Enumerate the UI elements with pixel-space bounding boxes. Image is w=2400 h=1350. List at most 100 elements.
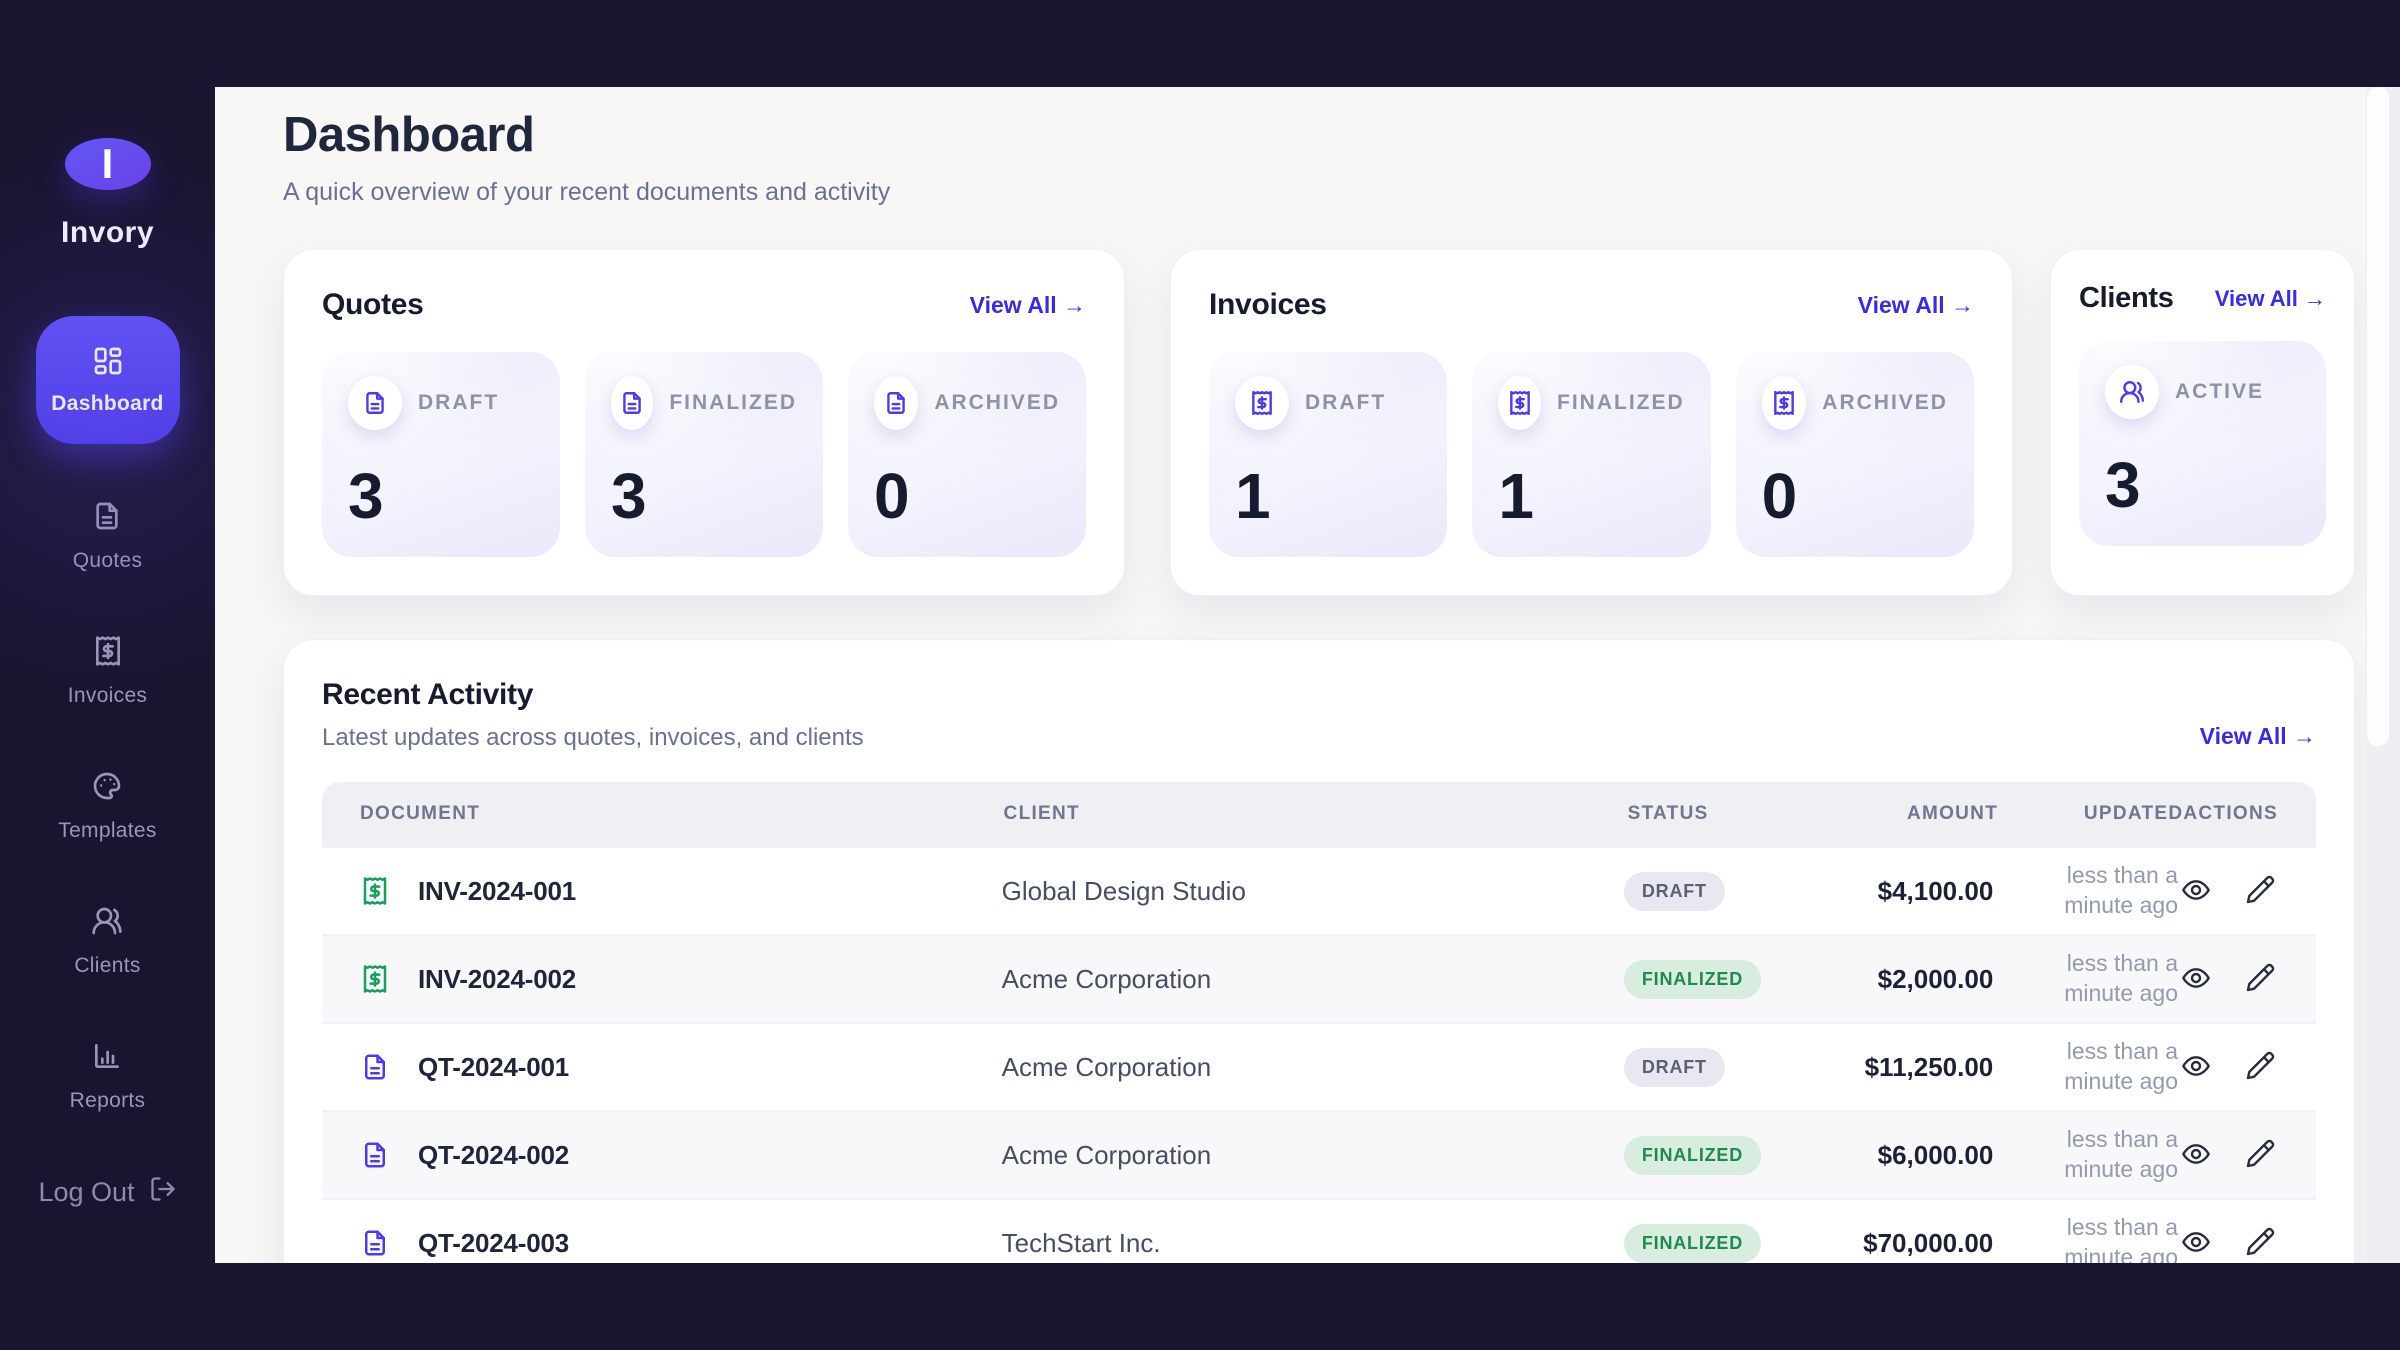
invoices-card-title: Invoices (1209, 288, 1327, 321)
sidebar-item-dashboard[interactable]: Dashboard (35, 316, 180, 444)
activity-view-all-link[interactable]: View All → (2199, 723, 2316, 749)
document-icon (874, 376, 919, 430)
column-header-client: CLIENT (1003, 803, 1080, 824)
clients-view-all-link[interactable]: View All → (2214, 285, 2326, 311)
eye-icon (2182, 1231, 2210, 1252)
quote-document-icon (365, 1142, 385, 1168)
stat-label: DRAFT (1305, 391, 1387, 414)
brand-name: Invory (60, 216, 155, 249)
scrollbar[interactable] (2366, 87, 2400, 1263)
quotes-finalized-stat-tile: FINALIZED 3 (585, 352, 823, 557)
table-row[interactable]: QT-2024-003 TechStart Inc. FINALIZED $70… (322, 1198, 2316, 1263)
sidebar-item-label: Quotes (72, 549, 143, 572)
document-number: QT-2024-001 (418, 1051, 570, 1082)
edit-button[interactable] (2242, 1225, 2278, 1261)
stat-value: 3 (611, 460, 647, 532)
view-button[interactable] (2178, 961, 2214, 997)
pencil-icon (2246, 963, 2275, 991)
scrollbar-thumb[interactable] (2367, 87, 2389, 746)
client-name: Acme Corporation (1001, 1139, 1212, 1170)
sidebar-item-label: Invoices (67, 684, 148, 707)
table-row[interactable]: QT-2024-002 Acme Corporation FINALIZED $… (322, 1110, 2316, 1198)
pencil-icon (2246, 1139, 2275, 1167)
stat-label: ACTIVE (2175, 380, 2265, 403)
status-badge: DRAFT (1623, 871, 1725, 911)
quotes-view-all-link[interactable]: View All → (969, 291, 1086, 318)
document-number: QT-2024-002 (418, 1139, 570, 1170)
brand-logo-letter: I (101, 140, 114, 187)
receipt-icon (1498, 376, 1541, 430)
eye-icon (2182, 879, 2210, 900)
invoices-card: Invoices View All → DRAFT 1 (1170, 249, 2013, 596)
view-button[interactable] (2178, 1137, 2214, 1173)
stat-value: 1 (1498, 460, 1534, 532)
invoices-archived-stat-tile: ARCHIVED 0 (1735, 352, 1974, 557)
invoices-draft-stat-tile: DRAFT 1 (1209, 352, 1448, 557)
quote-document-icon (365, 1230, 385, 1256)
sidebar-item-invoices[interactable]: Invoices (68, 635, 147, 708)
updated-timestamp: less than a minute ago (2064, 1214, 2178, 1263)
status-badge: FINALIZED (1623, 1223, 1762, 1263)
sidebar-item-templates[interactable]: Templates (58, 770, 156, 843)
invoice-receipt-icon (363, 877, 387, 905)
amount: $70,000.00 (1863, 1227, 1994, 1258)
stat-label: ARCHIVED (934, 391, 1060, 414)
brand-logo: I (64, 138, 151, 190)
invoices-view-all-link[interactable]: View All → (1857, 291, 1974, 318)
page-title: Dashboard (283, 108, 535, 162)
pencil-icon (2246, 875, 2275, 903)
sidebar-item-reports[interactable]: Reports (70, 1040, 146, 1113)
logout-label: Log Out (38, 1177, 135, 1207)
view-button[interactable] (2178, 1049, 2214, 1085)
view-button[interactable] (2178, 873, 2214, 909)
column-header-amount: AMOUNT (1906, 803, 1999, 824)
edit-button[interactable] (2242, 961, 2278, 997)
logout-button[interactable]: Log Out (38, 1175, 176, 1210)
column-header-document: DOCUMENT (360, 803, 481, 824)
clients-active-stat-tile: ACTIVE 3 (2079, 341, 2326, 546)
recent-activity-subtitle: Latest updates across quotes, invoices, … (322, 724, 864, 751)
document-icon (91, 500, 123, 537)
stat-label: FINALIZED (669, 391, 797, 414)
edit-button[interactable] (2242, 873, 2278, 909)
stat-label: ARCHIVED (1822, 391, 1948, 414)
amount: $6,000.00 (1877, 1139, 1994, 1170)
updated-timestamp: less than a minute ago (2064, 862, 2178, 918)
status-badge: FINALIZED (1623, 959, 1762, 999)
stat-value: 1 (1235, 460, 1271, 532)
edit-button[interactable] (2242, 1137, 2278, 1173)
table-row[interactable]: INV-2024-001 Global Design Studio DRAFT … (322, 846, 2316, 934)
clients-card-title: Clients (2079, 282, 2174, 314)
table-row[interactable]: INV-2024-002 Acme Corporation FINALIZED … (322, 934, 2316, 1022)
invoice-receipt-icon (363, 965, 387, 993)
column-header-actions: ACTIONS (2183, 803, 2278, 824)
updated-timestamp: less than a minute ago (2064, 1038, 2178, 1094)
page-subtitle: A quick overview of your recent document… (283, 178, 891, 206)
logout-icon (149, 1175, 177, 1210)
receipt-icon (1235, 376, 1289, 430)
users-icon (2105, 365, 2159, 419)
client-name: TechStart Inc. (1001, 1227, 1161, 1258)
view-button[interactable] (2178, 1225, 2214, 1261)
clients-card: Clients View All → ACTIVE 3 (2050, 249, 2355, 596)
quotes-archived-stat-tile: ARCHIVED 0 (848, 352, 1086, 557)
sidebar-item-label: Clients (74, 954, 141, 977)
receipt-icon (92, 635, 124, 672)
column-header-updated: UPDATED (2083, 803, 2184, 824)
client-name: Acme Corporation (1001, 1051, 1212, 1082)
dashboard-grid-icon (92, 345, 124, 382)
bar-chart-icon (91, 1040, 123, 1077)
invoices-finalized-stat-tile: FINALIZED 1 (1472, 352, 1711, 557)
sidebar-item-quotes[interactable]: Quotes (73, 500, 143, 573)
stat-value: 0 (874, 460, 910, 532)
table-row[interactable]: QT-2024-001 Acme Corporation DRAFT $11,2… (322, 1022, 2316, 1110)
edit-button[interactable] (2242, 1049, 2278, 1085)
amount: $2,000.00 (1877, 963, 1994, 994)
stat-label: DRAFT (418, 391, 500, 414)
stat-value: 3 (2105, 449, 2141, 521)
recent-activity-card: Recent Activity Latest updates across qu… (283, 639, 2355, 1263)
pencil-icon (2246, 1051, 2275, 1079)
eye-icon (2182, 967, 2210, 988)
quotes-card: Quotes View All → DRAFT 3 (283, 249, 1125, 596)
sidebar-item-clients[interactable]: Clients (74, 905, 140, 978)
